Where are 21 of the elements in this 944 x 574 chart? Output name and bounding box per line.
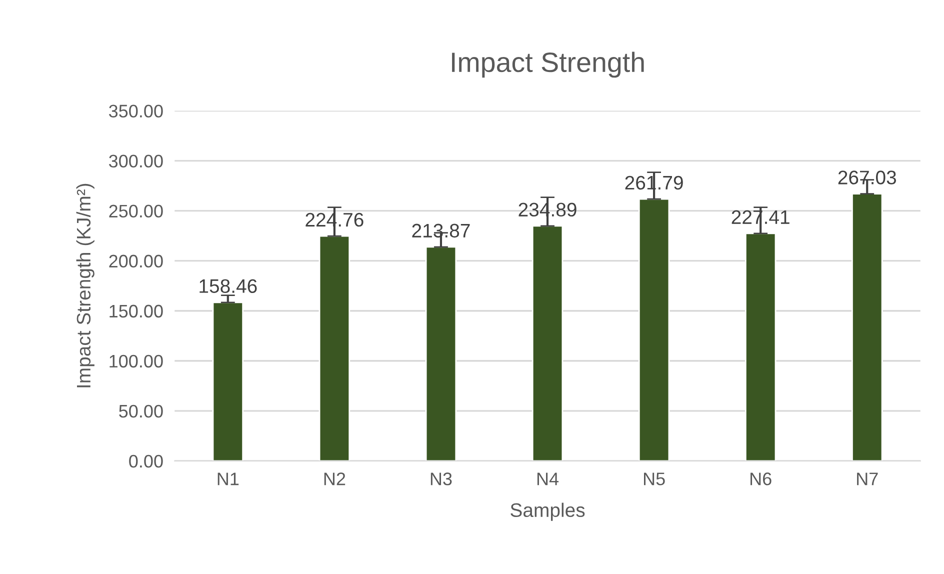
data-label: 267.03 <box>838 170 896 184</box>
data-label: 213.87 <box>412 224 470 238</box>
y-tick-label: 50.00 <box>119 404 163 418</box>
chart-title: Impact Strength <box>452 52 644 78</box>
y-tick-label: 100.00 <box>110 354 163 368</box>
x-tick-label: N6 <box>750 472 772 486</box>
x-tick-label: N2 <box>324 472 346 486</box>
y-tick-label: 250.00 <box>109 204 163 218</box>
y-axis-title: Impact Strength (KJ/m²) <box>76 184 94 388</box>
y-tick-label: 200.00 <box>109 254 163 268</box>
x-tick-label: N3 <box>430 472 452 486</box>
x-tick-label: N4 <box>537 472 559 486</box>
y-tick-label: 0.00 <box>129 454 163 468</box>
y-tick-label: 300.00 <box>109 154 163 168</box>
data-label: 158.46 <box>200 279 257 293</box>
x-tick-label: N1 <box>218 472 239 486</box>
x-axis-title: Samples <box>510 502 585 521</box>
x-tick-label: N7 <box>857 472 878 486</box>
y-tick-label: 150.00 <box>110 304 163 318</box>
x-tick-label: N5 <box>644 472 665 486</box>
y-tick-label: 350.00 <box>109 104 163 118</box>
